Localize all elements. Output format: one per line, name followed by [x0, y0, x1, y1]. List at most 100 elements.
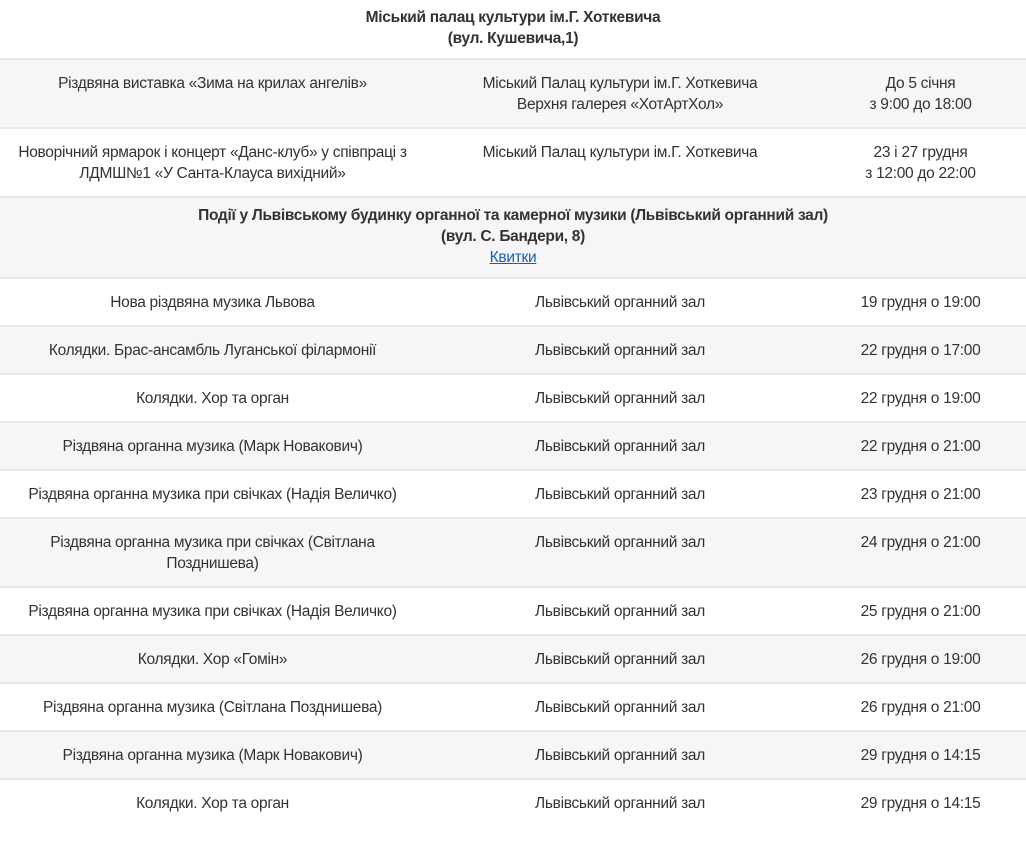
event-cell: Різдвяна органна музика (Марк Новакович): [0, 730, 425, 779]
event-cell-text: Колядки. Хор «Гомін»: [137, 651, 288, 668]
event-cell: Новорічний ярмарок і концерт «Данс-клуб»…: [0, 127, 425, 197]
date-cell: 24 грудня о 21:00: [815, 517, 1026, 587]
date-cell: 22 грудня о 21:00: [815, 421, 1026, 470]
place-cell-text: Львівський органний зал: [534, 747, 705, 764]
event-cell: Різдвяна органна музика при свічках (Над…: [0, 586, 425, 635]
table-row: Колядки. Брас-ансамбль Луганської філарм…: [0, 325, 1026, 374]
event-cell: Колядки. Хор «Гомін»: [0, 634, 425, 683]
date-cell: 25 грудня о 21:00: [815, 586, 1026, 635]
event-cell-text: Різдвяна органна музика (Марк Новакович): [62, 438, 363, 455]
table-row: Колядки. Хор та орган Львівський органний…: [0, 373, 1026, 422]
date-cell: 23 і 27 грудня з 12:00 до 22:00: [815, 127, 1026, 197]
venue-title: Події у Львівському будинку органної та …: [198, 207, 828, 224]
date-cell-text: 23 грудня о 21:00: [860, 486, 981, 503]
event-cell: Нова різдвяна музика Львова: [0, 277, 425, 326]
event-cell-text: Різдвяна виставка «Зима на крилах ангелі…: [58, 75, 367, 92]
date-cell: До 5 січня з 9:00 до 18:00: [815, 58, 1026, 128]
place-cell-text: Міський Палац культури ім.Г. Хоткевича: [482, 75, 758, 92]
date-cell-text: 29 грудня о 14:15: [860, 747, 981, 764]
tickets-link[interactable]: Квитки: [489, 249, 537, 266]
event-cell-text: Колядки. Брас-ансамбль Луганської філарм…: [48, 342, 377, 359]
date-cell-text: з 12:00 до 22:00: [865, 165, 976, 182]
place-cell: Львівський органний зал: [425, 421, 815, 470]
event-cell: Різдвяна органна музика при свічках (Над…: [0, 469, 425, 518]
place-cell: Міський Палац культури ім.Г. Хоткевича: [425, 127, 815, 197]
venue-title: Міський палац культури ім.Г. Хоткевича: [365, 9, 661, 26]
venue-header: Події у Львівському будинку органної та …: [0, 196, 1026, 278]
place-cell-text: Львівський органний зал: [534, 390, 705, 407]
table-row: Різдвяна органна музика (Марк Новакович)…: [0, 421, 1026, 470]
table-row: Різдвяна органна музика (Марк Новакович)…: [0, 730, 1026, 779]
date-cell: 26 грудня о 21:00: [815, 682, 1026, 731]
event-cell-text: Колядки. Хор та орган: [136, 795, 289, 812]
place-cell: Львівський органний зал: [425, 277, 815, 326]
table-row: Новорічний ярмарок і концерт «Данс-клуб»…: [0, 127, 1026, 197]
place-cell-text: Львівський органний зал: [534, 294, 705, 311]
date-cell: 26 грудня о 19:00: [815, 634, 1026, 683]
date-cell: 29 грудня о 14:15: [815, 778, 1026, 826]
venue-address: (вул. Кушевича,1): [447, 30, 579, 47]
table-row: Різдвяна виставка «Зима на крилах ангелі…: [0, 58, 1026, 128]
event-cell: Різдвяна органна музика (Світлана Поздни…: [0, 682, 425, 731]
place-cell: Львівський органний зал: [425, 469, 815, 518]
date-cell-text: 22 грудня о 17:00: [860, 342, 981, 359]
place-cell-text: Львівський органний зал: [534, 438, 705, 455]
place-cell: Міський Палац культури ім.Г. Хоткевича Ве…: [425, 58, 815, 128]
events-table: Міський палац культури ім.Г. Хоткевича (…: [0, 0, 1026, 826]
event-cell: Різдвяна органна музика при свічках (Сві…: [0, 517, 425, 587]
place-cell: Львівський органний зал: [425, 778, 815, 826]
table-row: Різдвяна органна музика при свічках (Над…: [0, 469, 1026, 518]
place-cell-text: Львівський органний зал: [534, 699, 705, 716]
date-cell-text: 23 і 27 грудня: [873, 144, 968, 161]
date-cell-text: 22 грудня о 19:00: [860, 390, 981, 407]
event-cell: Різдвяна виставка «Зима на крилах ангелі…: [0, 58, 425, 128]
place-cell: Львівський органний зал: [425, 634, 815, 683]
event-cell-text: Різдвяна органна музика при свічках (Над…: [28, 603, 397, 620]
table-row: Різдвяна органна музика при свічках (Сві…: [0, 517, 1026, 587]
date-cell-text: 26 грудня о 21:00: [860, 699, 981, 716]
event-cell-text: Різдвяна органна музика (Марк Новакович): [62, 747, 363, 764]
venue-address: (вул. С. Бандери, 8): [441, 228, 585, 245]
date-cell: 22 грудня о 19:00: [815, 373, 1026, 422]
place-cell-text: Верхня галерея «ХотАртХол»: [516, 96, 724, 113]
date-cell-text: з 9:00 до 18:00: [869, 96, 972, 113]
event-cell: Колядки. Хор та орган: [0, 778, 425, 826]
date-cell: 22 грудня о 17:00: [815, 325, 1026, 374]
date-cell-text: 29 грудня о 14:15: [860, 795, 981, 812]
place-cell-text: Міський Палац культури ім.Г. Хоткевича: [482, 144, 758, 161]
date-cell: 19 грудня о 19:00: [815, 277, 1026, 326]
table-row: Колядки. Хор та орган Львівський органний…: [0, 778, 1026, 826]
place-cell-text: Львівський органний зал: [534, 603, 705, 620]
date-cell-text: 19 грудня о 19:00: [860, 294, 981, 311]
date-cell-text: 26 грудня о 19:00: [860, 651, 981, 668]
place-cell: Львівський органний зал: [425, 730, 815, 779]
date-cell-text: 22 грудня о 21:00: [860, 438, 981, 455]
table-row: Різдвяна органна музика при свічках (Над…: [0, 586, 1026, 635]
event-cell-text: Нова різдвяна музика Львова: [110, 294, 315, 311]
event-cell-text: Різдвяна органна музика (Світлана Поздни…: [42, 699, 383, 716]
place-cell-text: Львівський органний зал: [534, 486, 705, 503]
place-cell: Львівський органний зал: [425, 325, 815, 374]
place-cell: Львівський органний зал: [425, 517, 815, 587]
table-row: Різдвяна органна музика (Світлана Поздни…: [0, 682, 1026, 731]
table-row: Нова різдвяна музика Львова Львівський ор…: [0, 277, 1026, 326]
date-cell: 23 грудня о 21:00: [815, 469, 1026, 518]
event-cell: Колядки. Брас-ансамбль Луганської філарм…: [0, 325, 425, 374]
place-cell: Львівський органний зал: [425, 373, 815, 422]
event-cell-text: Різдвяна органна музика при свічках (Сві…: [50, 534, 375, 572]
date-cell-text: До 5 січня: [885, 75, 956, 92]
date-cell-text: 24 грудня о 21:00: [860, 534, 981, 551]
venue-header: Міський палац культури ім.Г. Хоткевича (…: [0, 0, 1026, 59]
event-cell: Колядки. Хор та орган: [0, 373, 425, 422]
place-cell-text: Львівський органний зал: [534, 534, 705, 551]
place-cell: Львівський органний зал: [425, 586, 815, 635]
place-cell-text: Львівський органний зал: [534, 342, 705, 359]
place-cell: Львівський органний зал: [425, 682, 815, 731]
event-cell-text: Різдвяна органна музика при свічках (Над…: [28, 486, 397, 503]
table-row: Колядки. Хор «Гомін» Львівський органний …: [0, 634, 1026, 683]
place-cell-text: Львівський органний зал: [534, 795, 705, 812]
event-cell-text: Колядки. Хор та орган: [136, 390, 289, 407]
place-cell-text: Львівський органний зал: [534, 651, 705, 668]
event-cell-text: Новорічний ярмарок і концерт «Данс-клуб»…: [18, 144, 407, 182]
date-cell: 29 грудня о 14:15: [815, 730, 1026, 779]
